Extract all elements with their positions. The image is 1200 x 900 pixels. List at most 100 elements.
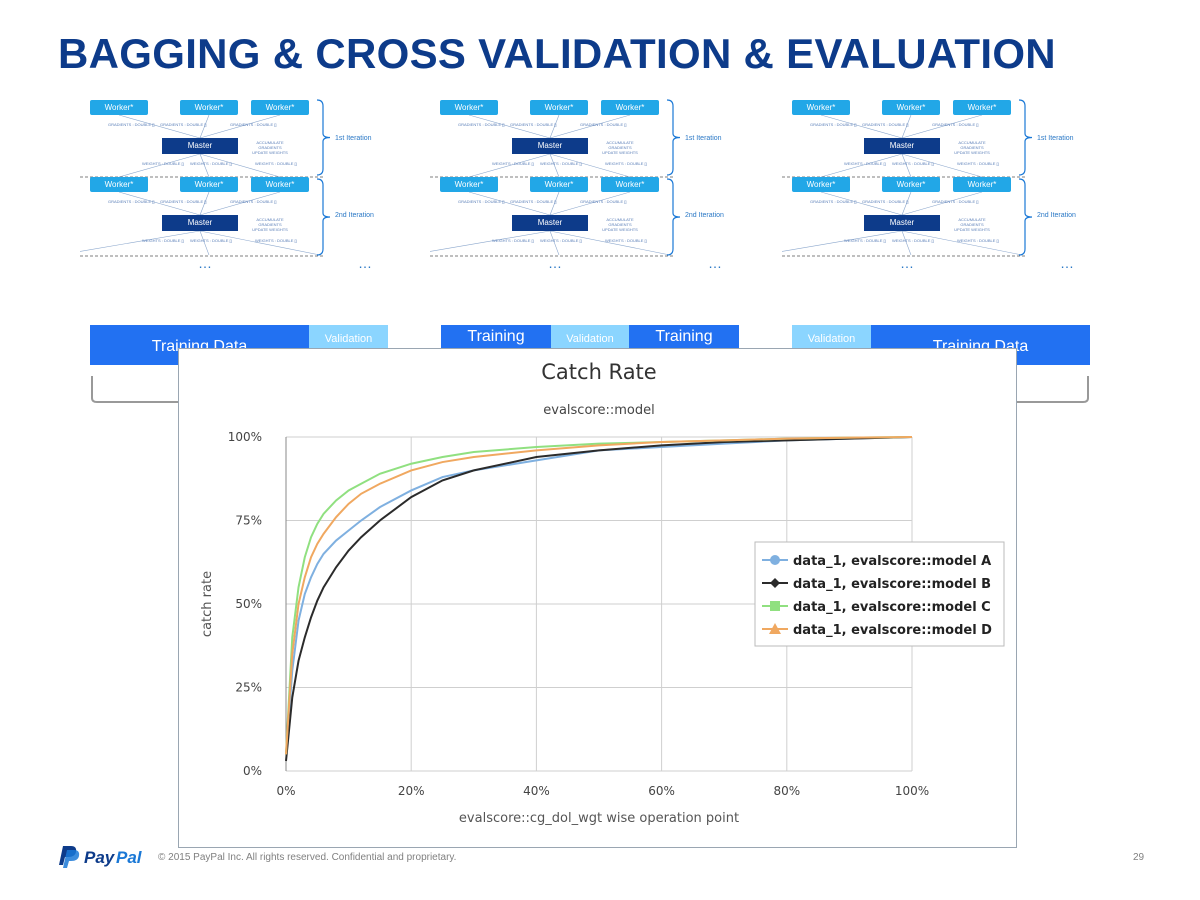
gradients-label: GRADIENTS : DOUBLE []	[862, 122, 909, 127]
x-axis-label: evalscore::cg_dol_wgt wise operation poi…	[459, 811, 739, 826]
weights-label: WEIGHTS : DOUBLE []	[605, 161, 647, 166]
slide-title: BAGGING & CROSS VALIDATION & EVALUATION	[58, 30, 1056, 77]
worker-node: Worker*	[882, 100, 940, 115]
weights-label: WEIGHTS : DOUBLE []	[190, 161, 232, 166]
legend-entry-label: data_1, evalscore::model C	[793, 600, 991, 615]
x-tick-label: 0%	[276, 784, 295, 798]
y-tick-label: 0%	[243, 764, 262, 778]
footer-copyright: © 2015 PayPal Inc. All rights reserved. …	[158, 852, 457, 863]
x-tick-label: 80%	[773, 784, 800, 798]
weights-label: WEIGHTS : DOUBLE []	[142, 238, 184, 243]
gradients-label: GRADIENTS : DOUBLE []	[160, 199, 207, 204]
iteration-1-label: 1st Iteration	[335, 135, 372, 142]
gradients-label: GRADIENTS : DOUBLE []	[810, 122, 857, 127]
gradients-label: GRADIENTS : DOUBLE []	[108, 199, 155, 204]
weights-label: WEIGHTS : DOUBLE []	[844, 238, 886, 243]
gradients-label: GRADIENTS : DOUBLE []	[108, 122, 155, 127]
update-weights-text: UPDATE WEIGHTS	[954, 150, 990, 155]
accumulate-label: ACCUMULATE GRADIENTS UPDATE WEIGHTS	[595, 140, 645, 155]
gradients-label: GRADIENTS : DOUBLE []	[932, 199, 979, 204]
accumulate-label: ACCUMULATE GRADIENTS UPDATE WEIGHTS	[245, 217, 295, 232]
gradients-label: GRADIENTS : DOUBLE []	[458, 122, 505, 127]
gradients-label: GRADIENTS : DOUBLE []	[510, 122, 557, 127]
chart-subtitle: evalscore::model	[543, 403, 654, 418]
weights-label: WEIGHTS : DOUBLE []	[844, 161, 886, 166]
iteration-2-label: 2nd Iteration	[1037, 212, 1076, 219]
x-tick-label: 40%	[523, 784, 550, 798]
legend-entry-label: data_1, evalscore::model B	[793, 577, 991, 592]
gradients-label: GRADIENTS : DOUBLE []	[458, 199, 505, 204]
iteration-2-label: 2nd Iteration	[685, 212, 724, 219]
ellipsis: …	[900, 255, 915, 271]
iteration-diagram-2: Worker* Worker* Worker* GRADIENTS : DOUBLE …	[430, 95, 750, 280]
master-node: Master	[162, 138, 238, 154]
gradients-label: GRADIENTS : DOUBLE []	[510, 199, 557, 204]
gradients-label: GRADIENTS : DOUBLE []	[230, 122, 277, 127]
series-line	[285, 436, 913, 762]
worker-node: Worker*	[180, 100, 238, 115]
worker-node: Worker*	[601, 100, 659, 115]
page-number: 29	[1133, 852, 1145, 863]
x-tick-label: 20%	[398, 784, 425, 798]
svg-text:Pal: Pal	[116, 848, 143, 867]
weights-label: WEIGHTS : DOUBLE []	[957, 161, 999, 166]
weights-label: WEIGHTS : DOUBLE []	[255, 161, 297, 166]
weights-label: WEIGHTS : DOUBLE []	[492, 238, 534, 243]
legend-marker	[769, 623, 781, 634]
y-tick-label: 100%	[228, 430, 262, 444]
worker-node: Worker*	[601, 177, 659, 192]
accumulate-gradients-text: ACCUMULATE GRADIENTS	[256, 217, 284, 227]
update-weights-text: UPDATE WEIGHTS	[252, 227, 288, 232]
accumulate-gradients-text: ACCUMULATE GRADIENTS	[958, 140, 986, 150]
series-line	[285, 436, 913, 755]
worker-node: Worker*	[251, 177, 309, 192]
legend-entry-label: data_1, evalscore::model D	[793, 623, 992, 638]
weights-label: WEIGHTS : DOUBLE []	[540, 238, 582, 243]
worker-node: Worker*	[440, 100, 498, 115]
x-tick-label: 100%	[895, 784, 929, 798]
iteration-diagram-3: Worker* Worker* Worker* GRADIENTS : DOUBLE …	[782, 95, 1102, 280]
x-tick-label: 60%	[648, 784, 675, 798]
weights-label: WEIGHTS : DOUBLE []	[957, 238, 999, 243]
worker-node: Worker*	[530, 100, 588, 115]
worker-node: Worker*	[251, 100, 309, 115]
gradients-label: GRADIENTS : DOUBLE []	[580, 122, 627, 127]
worker-node: Worker*	[180, 177, 238, 192]
worker-node: Worker*	[440, 177, 498, 192]
worker-node: Worker*	[792, 100, 850, 115]
weights-label: WEIGHTS : DOUBLE []	[540, 161, 582, 166]
weights-label: WEIGHTS : DOUBLE []	[190, 238, 232, 243]
weights-label: WEIGHTS : DOUBLE []	[892, 238, 934, 243]
ellipsis: …	[708, 255, 723, 271]
weights-label: WEIGHTS : DOUBLE []	[142, 161, 184, 166]
accumulate-label: ACCUMULATE GRADIENTS UPDATE WEIGHTS	[595, 217, 645, 232]
master-node: Master	[512, 138, 588, 154]
worker-node: Worker*	[882, 177, 940, 192]
y-axis-label: catch rate	[200, 571, 215, 637]
weights-label: WEIGHTS : DOUBLE []	[255, 238, 297, 243]
weights-label: WEIGHTS : DOUBLE []	[492, 161, 534, 166]
ellipsis: …	[548, 255, 563, 271]
worker-node: Worker*	[90, 100, 148, 115]
gradients-label: GRADIENTS : DOUBLE []	[862, 199, 909, 204]
iteration-1-label: 1st Iteration	[1037, 135, 1074, 142]
ellipsis: …	[1060, 255, 1075, 271]
ellipsis: …	[358, 255, 373, 271]
worker-node: Worker*	[90, 177, 148, 192]
gradients-label: GRADIENTS : DOUBLE []	[160, 122, 207, 127]
catch-rate-chart: Catch Rate evalscore::model evalscore::c…	[178, 348, 1017, 848]
accumulate-gradients-text: ACCUMULATE GRADIENTS	[606, 217, 634, 227]
accumulate-gradients-text: ACCUMULATE GRADIENTS	[256, 140, 284, 150]
accumulate-label: ACCUMULATE GRADIENTS UPDATE WEIGHTS	[947, 140, 997, 155]
update-weights-text: UPDATE WEIGHTS	[602, 227, 638, 232]
chart-legend	[754, 541, 1005, 647]
weights-label: WEIGHTS : DOUBLE []	[892, 161, 934, 166]
legend-marker	[770, 555, 780, 565]
accumulate-label: ACCUMULATE GRADIENTS UPDATE WEIGHTS	[245, 140, 295, 155]
gradients-label: GRADIENTS : DOUBLE []	[580, 199, 627, 204]
iteration-2-label: 2nd Iteration	[335, 212, 374, 219]
accumulate-gradients-text: ACCUMULATE GRADIENTS	[606, 140, 634, 150]
accumulate-gradients-text: ACCUMULATE GRADIENTS	[958, 217, 986, 227]
y-tick-label: 25%	[235, 681, 262, 695]
